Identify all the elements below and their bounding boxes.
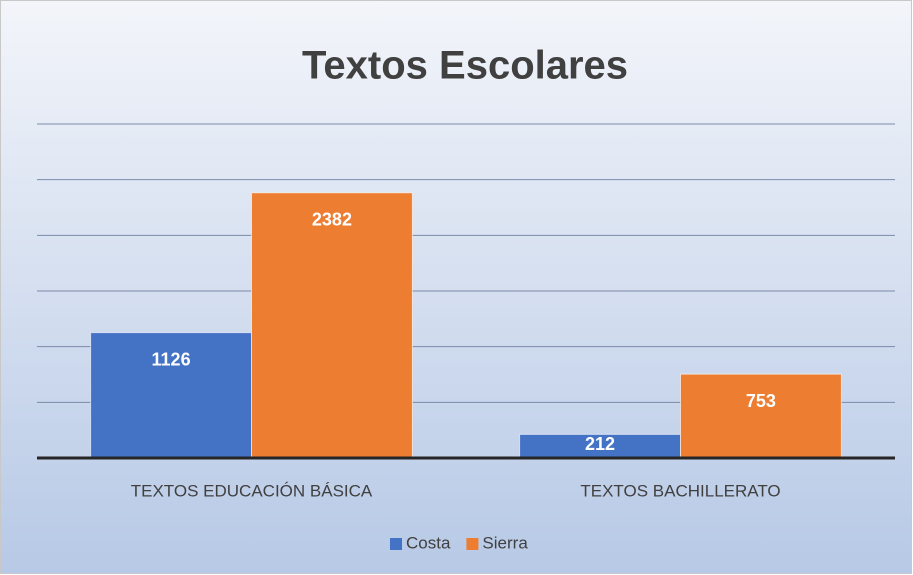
legend-label: Costa	[406, 533, 451, 552]
legend-label: Sierra	[482, 533, 528, 552]
x-tick-label: TEXTOS BACHILLERATO	[580, 481, 780, 500]
x-tick-label: TEXTOS EDUCACIÓN BÁSICA	[131, 481, 373, 500]
legend-swatch	[390, 538, 402, 550]
value-label: 753	[746, 391, 776, 411]
value-label: 2382	[312, 210, 352, 230]
chart-title: Textos Escolares	[302, 44, 628, 88]
bar	[251, 192, 413, 459]
value-label: 1126	[152, 349, 191, 369]
value-label: 212	[585, 434, 615, 454]
bar	[680, 373, 842, 459]
bar	[90, 332, 252, 459]
legend-swatch	[466, 538, 479, 550]
